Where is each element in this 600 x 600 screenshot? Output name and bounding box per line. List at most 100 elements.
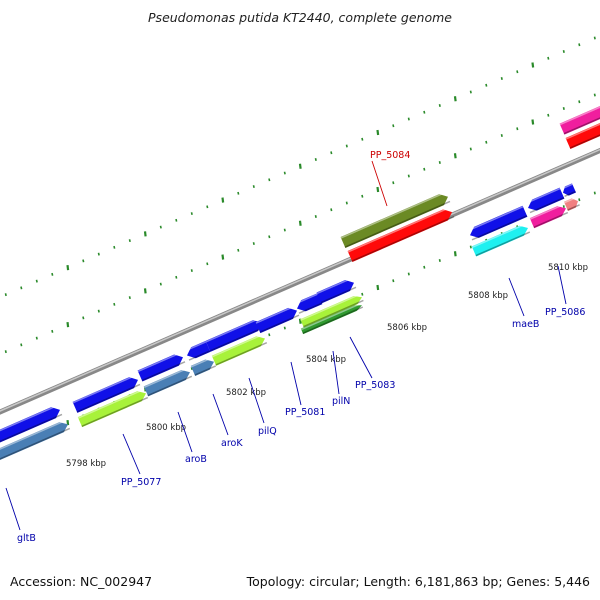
feature-shine xyxy=(300,302,362,331)
grid-dot xyxy=(97,252,100,256)
grid-dot xyxy=(516,70,519,74)
feature-body xyxy=(143,369,191,397)
feature-shine xyxy=(529,203,565,220)
cog-PP5086 xyxy=(564,196,580,211)
feature-body xyxy=(0,407,61,444)
grid-dot xyxy=(376,186,380,193)
grid-dot xyxy=(407,117,410,121)
feature-body xyxy=(565,122,600,150)
grid-dot xyxy=(175,218,178,222)
grid-dot xyxy=(314,215,317,219)
feature-body xyxy=(297,293,323,312)
grid-dot xyxy=(531,119,535,125)
feature-shade xyxy=(567,204,580,211)
grid-dot xyxy=(66,264,70,271)
gene-pilQ-arrow xyxy=(205,317,265,352)
grid-dot xyxy=(330,208,333,212)
grid-dot xyxy=(469,245,472,249)
feature-shade xyxy=(564,190,576,198)
feature-shade xyxy=(298,302,323,314)
feature-shade xyxy=(302,306,364,334)
gene-PP5083-arrow xyxy=(316,277,357,304)
grid-dot xyxy=(578,198,581,202)
feature-body xyxy=(529,206,566,229)
feature-shine xyxy=(316,277,353,295)
grid-dot xyxy=(51,329,54,333)
gene-PP5081-arrow xyxy=(255,305,300,334)
feature-shade xyxy=(194,365,217,376)
grid-dot xyxy=(113,302,116,306)
grid-dot xyxy=(314,158,317,162)
feature-body xyxy=(300,295,362,328)
feature-shade xyxy=(563,112,600,135)
grid-dot xyxy=(82,316,85,320)
grid-dot xyxy=(423,167,426,171)
gene-label: PP_5081 xyxy=(285,407,325,418)
leader-line xyxy=(349,336,373,379)
leader-line xyxy=(371,160,388,207)
gene-label: aroK xyxy=(221,438,243,449)
grid-dot xyxy=(562,107,565,110)
feature-body xyxy=(190,359,214,376)
feature-shine xyxy=(294,293,319,305)
gene-label: maeB xyxy=(512,319,539,330)
feature-body xyxy=(187,340,211,359)
grid-dot xyxy=(298,163,302,169)
grid-dot xyxy=(159,282,162,286)
grid-dot xyxy=(268,333,271,337)
feature-body xyxy=(340,194,449,249)
grid-dot xyxy=(392,181,395,185)
chart-title: Pseudomonas putida KT2440, complete geno… xyxy=(148,10,452,25)
leader-line xyxy=(557,265,567,305)
grid-dot xyxy=(190,367,193,371)
grid-dot xyxy=(485,83,488,87)
grid-dot xyxy=(500,134,503,137)
cog-aroB xyxy=(143,367,193,397)
backbone-highlight xyxy=(0,148,600,412)
grid-dot xyxy=(578,43,581,47)
cog-PP5085 xyxy=(529,203,569,229)
feature-body xyxy=(211,336,266,366)
feature-shade xyxy=(76,383,141,413)
feature-body xyxy=(0,422,69,462)
grid-dot xyxy=(237,191,240,195)
feature-shade xyxy=(147,375,193,397)
grid-dot xyxy=(82,259,85,263)
cog-PP5083-band xyxy=(300,302,364,335)
topology-text: Topology: circular; Length: 6,181,863 bp… xyxy=(246,574,590,589)
grid-dot xyxy=(113,245,116,249)
grid-dot xyxy=(562,205,565,208)
feature-shine xyxy=(559,102,600,126)
feature-shade xyxy=(215,341,268,366)
feature-shine xyxy=(0,419,67,453)
cog-maeB xyxy=(471,223,531,257)
feature-body xyxy=(72,377,138,413)
grid-dot xyxy=(407,272,410,276)
grid-dot xyxy=(20,286,23,290)
tick-label: 5808 kbp xyxy=(468,291,508,301)
grid-dot xyxy=(392,279,395,283)
gene-topright-red xyxy=(565,119,600,150)
feature-shade xyxy=(344,200,451,248)
gene-label: pilQ xyxy=(258,426,277,437)
grid-dot xyxy=(423,110,426,114)
grid-dot xyxy=(4,350,7,354)
grid-dot xyxy=(175,275,178,279)
tick-label: 5802 kbp xyxy=(226,388,266,398)
grid-dot xyxy=(593,191,596,195)
grid-dot xyxy=(376,284,380,291)
cog-aroK xyxy=(190,356,217,376)
grid-dot xyxy=(283,326,286,330)
feature-shine xyxy=(143,367,189,388)
grid-dot xyxy=(283,171,286,175)
grid-dot xyxy=(453,251,457,257)
feature-shine xyxy=(205,317,261,343)
gene-label: gltB xyxy=(17,533,36,544)
feature-body xyxy=(347,209,452,263)
grid-dot xyxy=(469,147,472,151)
grid-dot xyxy=(361,194,364,198)
grid-dot xyxy=(593,36,596,40)
cog-gltB xyxy=(0,419,71,462)
leader-line xyxy=(290,361,302,406)
feature-shade xyxy=(471,215,528,241)
